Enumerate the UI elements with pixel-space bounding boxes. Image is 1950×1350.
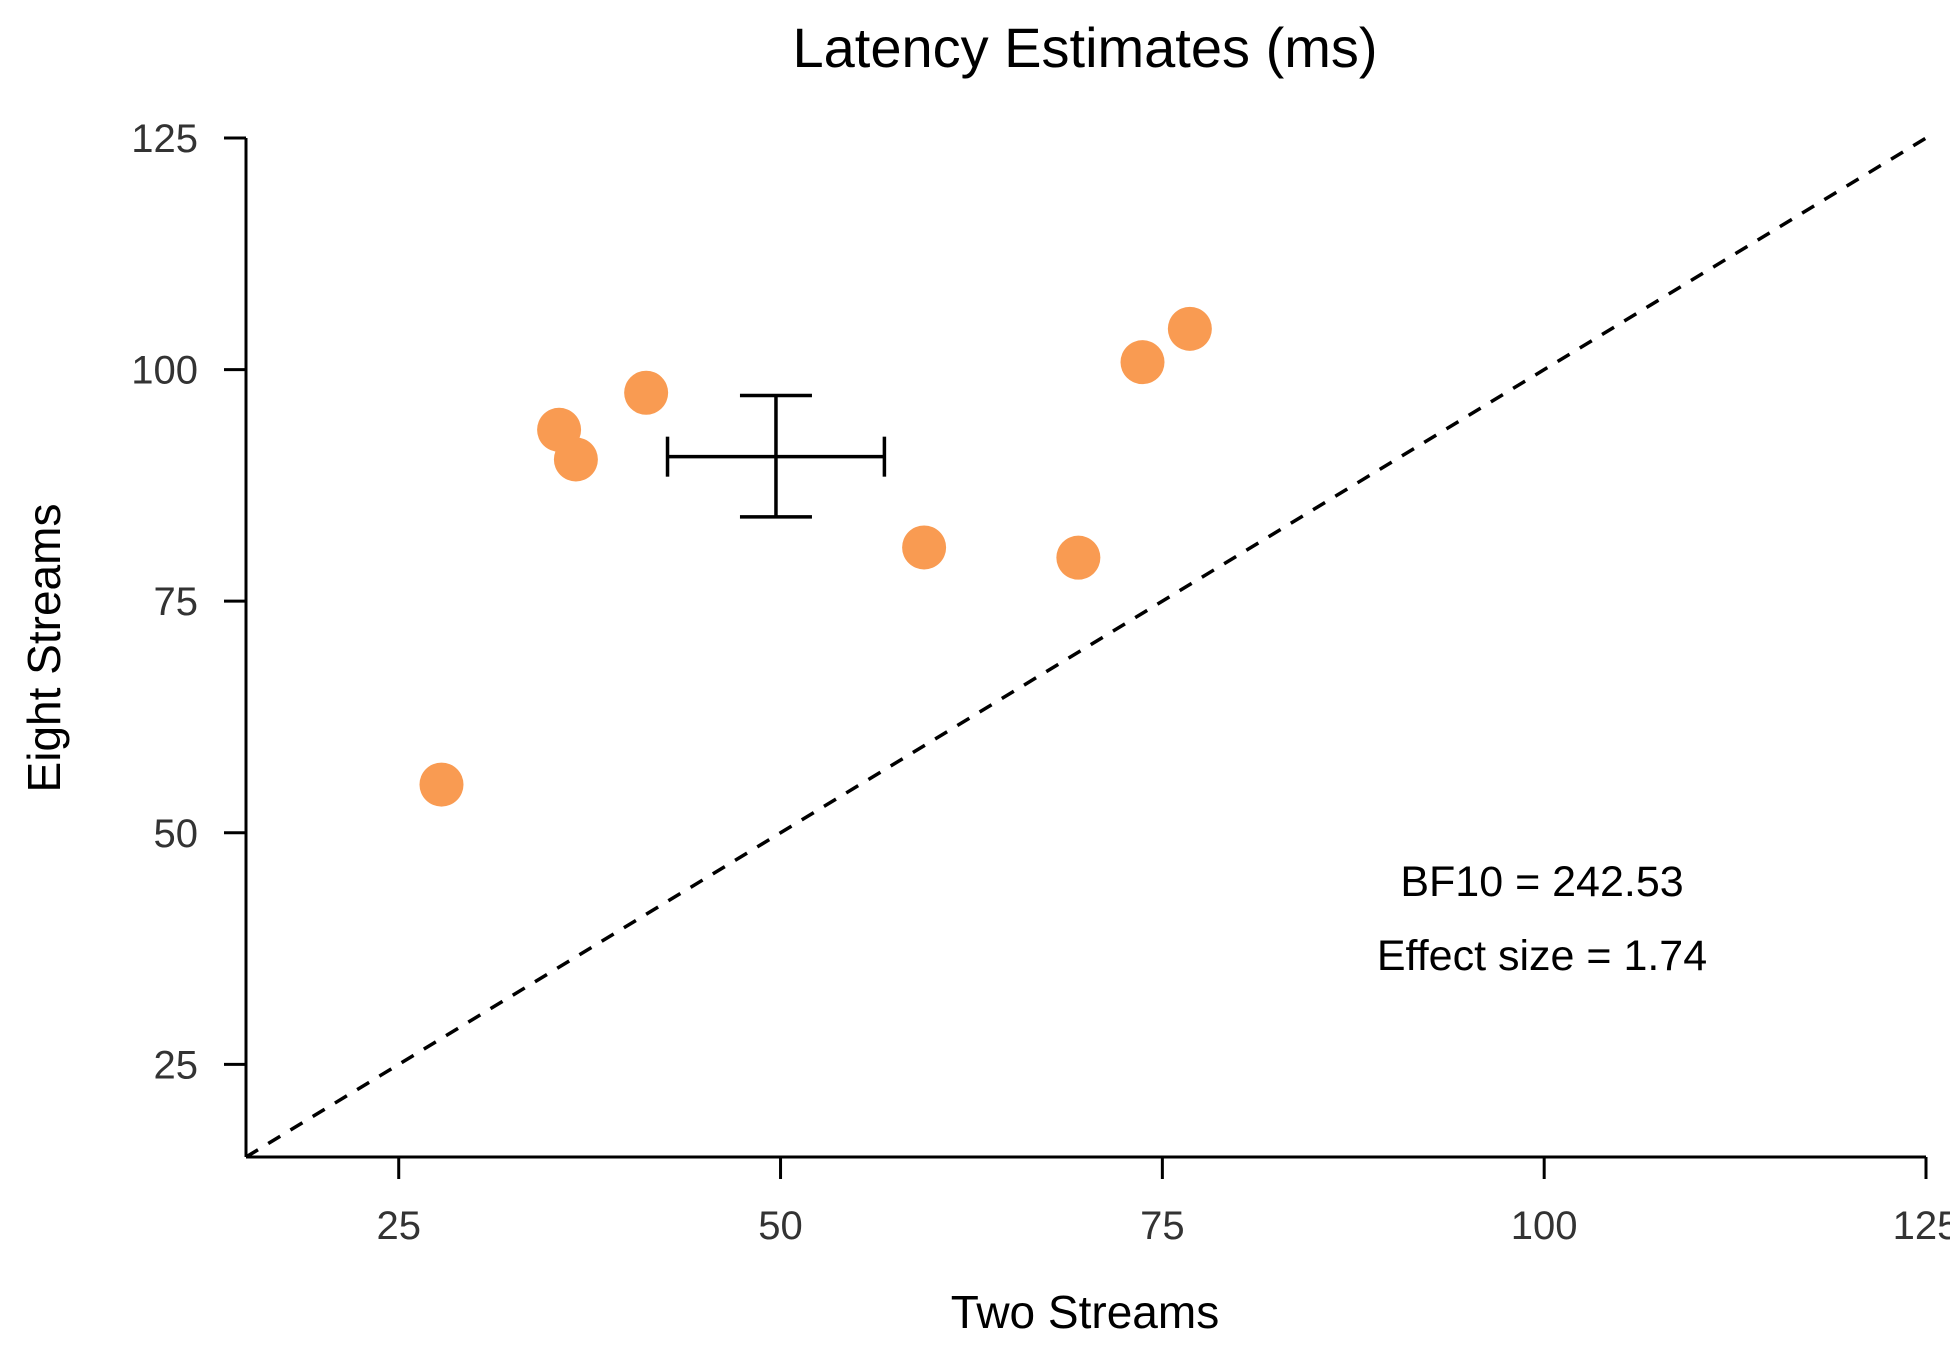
x-axis-label: Two Streams: [951, 1286, 1219, 1338]
data-point: [553, 437, 598, 482]
y-tick-label: 125: [131, 117, 198, 161]
data-point: [1167, 306, 1212, 351]
data-point: [902, 525, 947, 570]
mean-error-cross: [665, 393, 887, 519]
data-point: [1056, 535, 1101, 580]
x-tick-label: 125: [1893, 1204, 1950, 1248]
data-points: [419, 306, 1212, 807]
identity-reference-line: [245, 136, 1927, 1159]
effect-size-annotation: Effect size = 1.74: [1377, 932, 1707, 980]
x-tick-label: 75: [1140, 1204, 1185, 1248]
chart-title: Latency Estimates (ms): [792, 16, 1377, 79]
x-tick-label: 50: [758, 1204, 803, 1248]
y-tick-label: 75: [154, 580, 199, 624]
data-point: [419, 762, 464, 807]
y-tick-label: 100: [131, 349, 198, 393]
bayes-factor-annotation: BF10 = 242.53: [1400, 858, 1683, 906]
x-tick-label: 100: [1511, 1204, 1578, 1248]
y-axis-label: Eight Streams: [18, 504, 70, 793]
x-tick-label: 25: [376, 1204, 421, 1248]
y-axis-ticks: 25 50 75 100 125: [131, 117, 246, 1087]
data-point: [624, 370, 669, 415]
x-axis-ticks: 25 50 75 100 125: [376, 1157, 1950, 1248]
y-tick-label: 50: [154, 812, 199, 856]
y-tick-label: 25: [154, 1043, 199, 1087]
data-point: [1120, 340, 1165, 385]
